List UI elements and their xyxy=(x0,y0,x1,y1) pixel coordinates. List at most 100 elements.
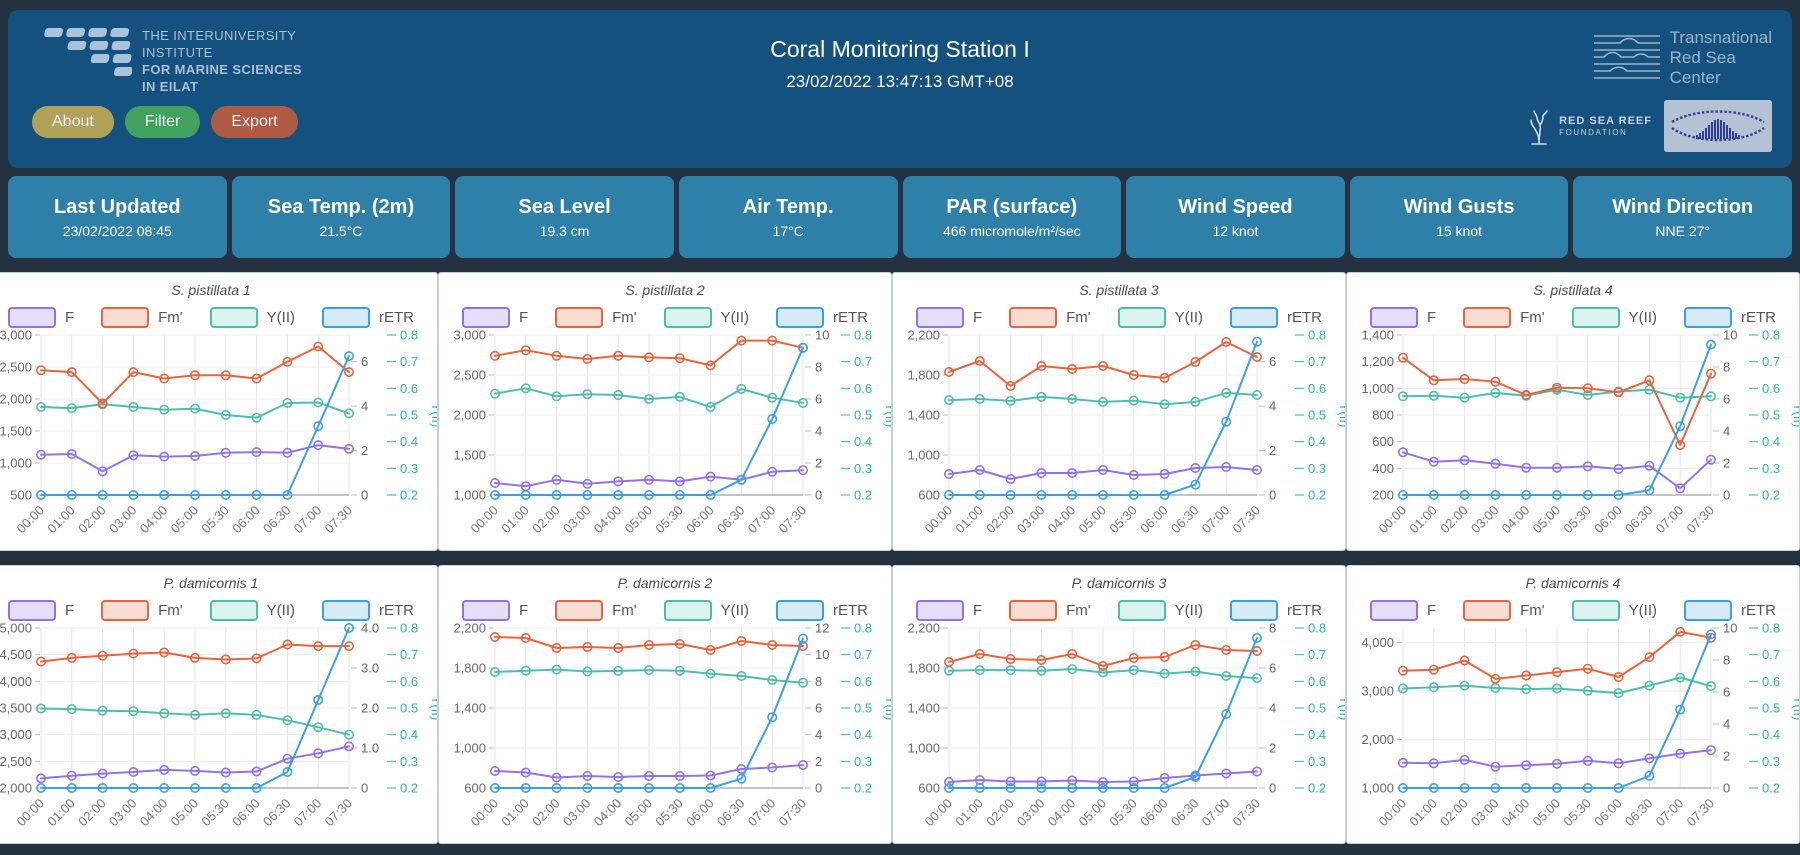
legend-item-fm[interactable]: Fm' xyxy=(555,307,637,328)
legend-swatch-fm xyxy=(1009,600,1058,621)
svg-text:07:00: 07:00 xyxy=(291,796,325,830)
legend-item-f[interactable]: F xyxy=(7,307,74,328)
stat-label: Wind Direction xyxy=(1612,195,1754,218)
svg-text:2,200: 2,200 xyxy=(907,622,940,636)
legend-swatch-yii xyxy=(1117,600,1166,621)
legend-swatch-yii xyxy=(663,600,712,621)
svg-text:1,800: 1,800 xyxy=(907,661,940,676)
svg-text:06:30: 06:30 xyxy=(260,796,294,830)
svg-text:04:00: 04:00 xyxy=(591,503,625,537)
series-f xyxy=(494,764,804,779)
svg-text:02:00: 02:00 xyxy=(529,796,563,830)
legend-label: Y(II) xyxy=(720,602,750,619)
series-fm xyxy=(1402,630,1712,680)
chart-title: S. pistillata 3 xyxy=(1079,282,1159,298)
legend-item-f[interactable]: F xyxy=(915,307,982,328)
filter-button[interactable]: Filter xyxy=(124,105,201,138)
svg-text:0.8: 0.8 xyxy=(1762,622,1780,636)
trsc-logo: Transnational Red Sea Center xyxy=(1593,28,1772,88)
svg-text:Y(II): Y(II) xyxy=(883,403,891,428)
legend-item-yii[interactable]: Y(II) xyxy=(663,307,749,328)
legend-item-fm[interactable]: Fm' xyxy=(101,307,183,328)
legend-item-f[interactable]: F xyxy=(461,307,528,328)
series-f xyxy=(1402,451,1712,490)
svg-text:3,000: 3,000 xyxy=(1361,684,1394,699)
svg-text:0.5: 0.5 xyxy=(1308,701,1326,716)
header-datetime: 23/02/2022 13:47:13 GMT+08 xyxy=(786,72,1014,91)
legend-item-fm[interactable]: Fm' xyxy=(101,600,183,621)
iui-line-2: INSTITUTE xyxy=(142,44,213,60)
svg-text:06:30: 06:30 xyxy=(1622,503,1656,537)
iui-waves-icon xyxy=(44,28,132,76)
legend-item-fm[interactable]: Fm' xyxy=(555,600,637,621)
legend-item-retr[interactable]: rETR xyxy=(1230,600,1322,621)
legend-item-retr[interactable]: rETR xyxy=(1230,307,1322,328)
legend-item-f[interactable]: F xyxy=(7,600,74,621)
legend-item-retr[interactable]: rETR xyxy=(1684,307,1776,328)
legend-swatch-fm xyxy=(555,307,604,328)
svg-text:1,400: 1,400 xyxy=(453,701,486,716)
legend-label: F xyxy=(1426,602,1437,619)
svg-text:6: 6 xyxy=(1269,354,1276,369)
legend-item-f[interactable]: F xyxy=(1369,307,1436,328)
legend-item-yii[interactable]: Y(II) xyxy=(1117,307,1203,328)
legend-item-f[interactable]: F xyxy=(1369,600,1437,621)
stat-value: 12 knot xyxy=(1212,222,1259,239)
legend-item-fm[interactable]: Fm' xyxy=(1463,307,1545,328)
legend-item-yii[interactable]: Y(II) xyxy=(1117,600,1203,621)
export-button[interactable]: Export xyxy=(211,105,298,138)
svg-text:04:00: 04:00 xyxy=(137,503,171,537)
legend-item-retr[interactable]: rETR xyxy=(776,307,868,328)
legend-item-yii[interactable]: Y(II) xyxy=(1571,600,1657,621)
legend-item-retr[interactable]: rETR xyxy=(322,600,414,621)
svg-text:10: 10 xyxy=(815,647,829,662)
series-retr xyxy=(1402,343,1712,496)
legend-swatch-f xyxy=(915,307,964,328)
legend-swatch-f xyxy=(461,307,510,328)
legend-item-f[interactable]: F xyxy=(461,600,528,621)
svg-text:2,200: 2,200 xyxy=(453,622,486,636)
svg-text:04:00: 04:00 xyxy=(591,796,625,830)
svg-text:02:00: 02:00 xyxy=(529,503,563,537)
svg-text:3.0: 3.0 xyxy=(361,661,379,676)
svg-text:600: 600 xyxy=(918,781,940,796)
chart-plot: 600 1,000 1,400 1,800 2,200 0 2 4 6 8 0.2 0.3 0.4 0.5… xyxy=(907,622,1345,829)
legend-item-f[interactable]: F xyxy=(915,600,982,621)
svg-text:2,200: 2,200 xyxy=(907,329,940,343)
legend-item-yii[interactable]: Y(II) xyxy=(663,600,750,621)
svg-text:6: 6 xyxy=(361,354,368,369)
svg-text:10: 10 xyxy=(1723,329,1737,343)
svg-text:0.4: 0.4 xyxy=(400,727,418,742)
svg-text:06:00: 06:00 xyxy=(1591,503,1625,537)
svg-text:00:00: 00:00 xyxy=(1376,503,1410,537)
svg-text:8: 8 xyxy=(815,360,822,375)
chart-card: P. damicornis 2 F Fm' Y(II) rETR 600 1,000 1,40… xyxy=(438,565,892,844)
svg-text:06:00: 06:00 xyxy=(683,503,717,537)
chart-card: S. pistillata 3 F Fm' Y(II) rETR 600 1,000 1,40… xyxy=(892,272,1346,551)
charts-grid: S. pistillata 1 F Fm' Y(II) rETR 500 1,000 1,50… xyxy=(0,272,1800,844)
svg-text:02:00: 02:00 xyxy=(75,503,109,537)
svg-text:0.2: 0.2 xyxy=(1762,488,1780,503)
series-f xyxy=(40,745,350,780)
legend-item-yii[interactable]: Y(II) xyxy=(1571,307,1657,328)
series-retr xyxy=(948,637,1258,789)
legend-item-fm[interactable]: Fm' xyxy=(1463,600,1545,621)
about-button[interactable]: About xyxy=(32,105,114,138)
legend-item-yii[interactable]: Y(II) xyxy=(209,600,295,621)
svg-text:0.7: 0.7 xyxy=(1308,354,1326,369)
trsc-line-2: Red Sea xyxy=(1669,48,1736,68)
chart-card: P. damicornis 1 F Fm' Y(II) rETR 2,000 2,500 3,… xyxy=(0,565,438,844)
svg-text:6: 6 xyxy=(1723,685,1730,700)
legend-swatch-yii xyxy=(1571,307,1620,328)
series-fm xyxy=(494,339,804,367)
legend-item-retr[interactable]: rETR xyxy=(776,600,868,621)
legend-item-fm[interactable]: Fm' xyxy=(1009,600,1091,621)
legend-item-yii[interactable]: Y(II) xyxy=(209,307,295,328)
legend-swatch-retr xyxy=(1230,600,1279,621)
legend-item-fm[interactable]: Fm' xyxy=(1009,307,1091,328)
legend-swatch-f xyxy=(1369,600,1418,621)
legend-item-retr[interactable]: rETR xyxy=(1684,600,1776,621)
series-fm xyxy=(40,643,350,663)
legend-item-retr[interactable]: rETR xyxy=(322,307,414,328)
